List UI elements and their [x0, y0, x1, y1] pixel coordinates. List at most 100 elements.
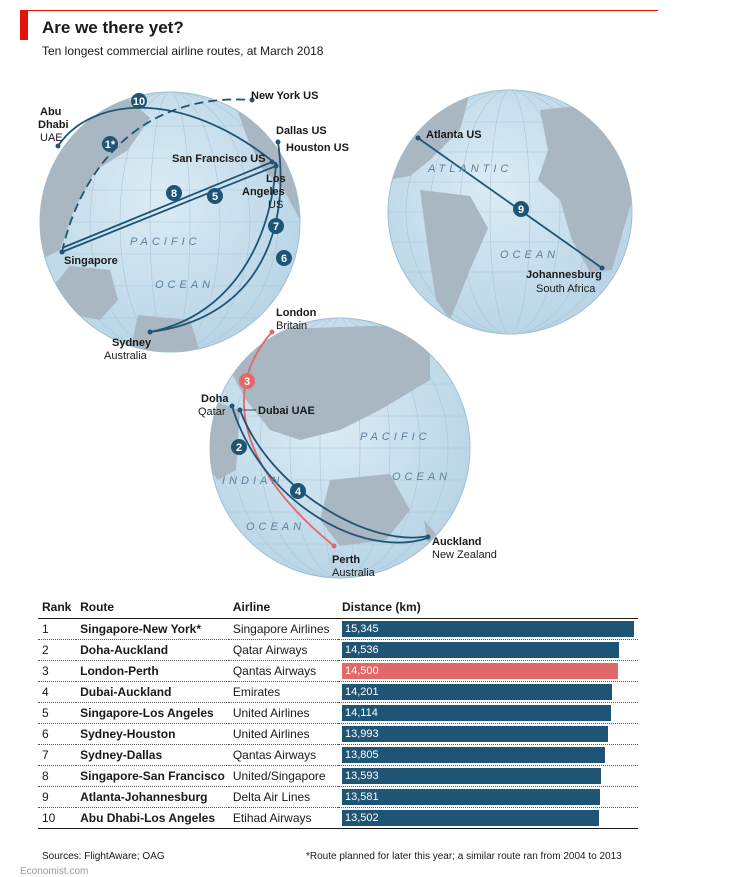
route-cell: Sydney-Houston: [76, 723, 229, 745]
distance-cell: 13,593: [338, 765, 638, 787]
header-rank: Rank: [38, 596, 77, 619]
airline-cell: United Airlines: [228, 702, 338, 724]
label-abu-dhabi-1: Abu: [40, 106, 61, 118]
route-8: [61, 161, 273, 249]
airline-cell: Etihad Airways: [228, 807, 338, 829]
svg-text:7: 7: [273, 221, 279, 233]
distance-bar: 13,581: [342, 789, 600, 805]
label-london-country: Britain: [276, 320, 307, 332]
table-row: 2 Doha-Auckland Qatar Airways 14,536: [38, 639, 638, 661]
table-row: 6 Sydney-Houston United Airlines 13,993: [38, 723, 638, 745]
table-row: 3 London-Perth Qantas Airways 14,500: [38, 660, 638, 682]
accent-tab: [20, 10, 28, 40]
route-cell: Abu Dhabi-Los Angeles: [76, 807, 229, 829]
header-airline: Airline: [228, 596, 338, 619]
route-cell: Atlanta-Johannesburg: [76, 786, 229, 808]
table-row: 8 Singapore-San Francisco United/Singapore…: [38, 765, 638, 787]
svg-text:3: 3: [244, 376, 250, 388]
svg-text:4: 4: [295, 486, 302, 498]
route-7: [149, 161, 277, 333]
route-9: [417, 137, 603, 269]
badge-2: 2: [231, 439, 247, 455]
label-doha: Doha: [201, 393, 229, 405]
route-3: [243, 331, 335, 547]
table-row: 1 Singapore-New York* Singapore Airlines 15…: [38, 618, 638, 640]
label-auckland-country: New Zealand: [432, 549, 497, 561]
svg-text:5: 5: [212, 191, 218, 203]
distance-bar: 13,993: [342, 726, 608, 742]
rank-cell: 7: [38, 744, 77, 766]
airline-cell: Qantas Airways: [228, 744, 338, 766]
label-johannesburg-country: South Africa: [536, 283, 596, 295]
distance-bar: 14,536: [342, 642, 619, 658]
route-6: [149, 141, 282, 333]
ocean-label-ocean-4: OCEAN: [246, 521, 305, 533]
distance-bar: 14,114: [342, 705, 611, 721]
badge-3: 3: [239, 373, 255, 389]
distance-bar: 14,201: [342, 684, 612, 700]
badge-5: 5: [207, 188, 223, 204]
label-dubai: Dubai UAE: [258, 405, 315, 417]
svg-text:9: 9: [518, 204, 524, 216]
label-san-francisco: San Francisco US: [172, 153, 266, 165]
label-sydney: Sydney: [112, 337, 152, 349]
route-5: [61, 165, 277, 253]
route-2: [231, 405, 429, 544]
airline-cell: Qatar Airways: [228, 639, 338, 661]
pacific-routes: [57, 98, 282, 333]
table-row: 4 Dubai-Auckland Emirates 14,201: [38, 681, 638, 703]
label-perth: Perth: [332, 554, 360, 566]
rank-cell: 4: [38, 681, 77, 703]
label-los-angeles-1: Los: [266, 173, 286, 185]
globe-pacific: PACIFIC OCEAN: [39, 91, 301, 353]
svg-text:1*: 1*: [105, 139, 116, 151]
globe-atlantic: ATLANTIC OCEAN: [387, 89, 633, 335]
rank-cell: 10: [38, 807, 77, 829]
route-badges: 10 1* 8 5 7 6 9 3 2 4: [102, 93, 529, 499]
distance-cell: 13,581: [338, 786, 638, 808]
route-cell: Singapore-San Francisco: [76, 765, 229, 787]
badge-10: 10: [131, 93, 147, 109]
rank-cell: 8: [38, 765, 77, 787]
airline-cell: Singapore Airlines: [228, 618, 338, 640]
table-header-row: Rank Route Airline Distance (km): [38, 596, 638, 619]
page-subtitle: Ten longest commercial airline routes, a…: [42, 44, 324, 58]
badge-6: 6: [276, 250, 292, 266]
header-distance: Distance (km): [338, 596, 638, 619]
ocean-label-indian: INDIAN: [222, 475, 283, 487]
table-row: 7 Sydney-Dallas Qantas Airways 13,805: [38, 744, 638, 766]
label-singapore: Singapore: [64, 255, 118, 267]
sources-note: Sources: FlightAware; OAG: [42, 851, 165, 862]
label-sydney-country: Australia: [104, 350, 148, 362]
distance-cell: 13,502: [338, 807, 638, 829]
ocean-label-ocean: OCEAN: [155, 279, 214, 291]
badge-1: 1*: [102, 136, 118, 152]
route-cell: Dubai-Auckland: [76, 681, 229, 703]
badge-8: 8: [166, 185, 182, 201]
label-los-angeles-2: Angeles: [242, 186, 285, 198]
top-rule: [20, 10, 658, 11]
svg-text:6: 6: [281, 253, 287, 265]
badge-4: 4: [290, 483, 306, 499]
label-los-angeles-3: US: [268, 199, 283, 211]
ocean-label-pacific: PACIFIC: [130, 236, 201, 248]
route-1: [61, 98, 253, 253]
distance-cell: 15,345: [338, 618, 638, 640]
airline-cell: United/Singapore: [228, 765, 338, 787]
airline-cell: Qantas Airways: [228, 660, 338, 682]
ocean-label-ocean-3: OCEAN: [392, 471, 451, 483]
routes-table: Rank Route Airline Distance (km) 1 Singap…: [38, 596, 638, 829]
airline-cell: United Airlines: [228, 723, 338, 745]
rank-cell: 1: [38, 618, 77, 640]
svg-text:10: 10: [133, 96, 145, 108]
label-dallas: Dallas US: [276, 125, 327, 137]
city-labels: Abu Dhabi UAE New York US Dallas US Hous…: [38, 90, 602, 579]
rank-cell: 5: [38, 702, 77, 724]
distance-bar: 13,593: [342, 768, 601, 784]
atlanta-dot: [415, 135, 421, 141]
table-row: 5 Singapore-Los Angeles United Airlines 14,…: [38, 702, 638, 724]
route-10: [57, 106, 277, 165]
label-johannesburg: Johannesburg: [526, 269, 602, 281]
route-4: [239, 409, 429, 539]
distance-bar: 14,500: [342, 663, 618, 679]
